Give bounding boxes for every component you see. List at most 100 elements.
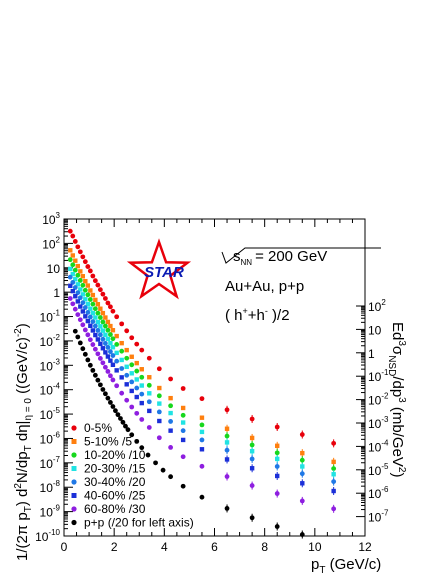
y-left-tick-label: 10-4 — [40, 382, 61, 398]
data-point — [168, 395, 173, 401]
x-tick-label: 10 — [308, 540, 322, 554]
y-left-tick-label-base: 10 — [40, 311, 54, 325]
data-point — [103, 350, 108, 355]
annotation-layer: sNN = 200 GeV Au+Au, p+p ( h++h- )/2 STAR — [126, 238, 381, 324]
data-point — [72, 328, 78, 334]
data-point — [114, 383, 120, 389]
data-point — [114, 368, 119, 373]
data-point — [105, 336, 111, 342]
y-left-tick-label: 103 — [42, 211, 60, 227]
data-point — [80, 282, 86, 288]
y-right-tick-label: 10-6 — [368, 485, 389, 501]
y-left-tick-label-exponent: -9 — [53, 504, 61, 513]
data-point — [78, 287, 83, 292]
data-point — [274, 464, 280, 469]
data-point — [249, 435, 255, 441]
y-right-tick-label-base: 10 — [368, 417, 382, 431]
data-point — [97, 287, 103, 293]
data-point — [119, 375, 124, 380]
y-axis-right-title-text: Ed3σNSD/dp3 (mb/GeV2) — [386, 322, 407, 477]
data-point — [100, 291, 106, 297]
data-point — [105, 395, 111, 401]
particles-label: ( h++h- )/2 — [225, 306, 290, 324]
y-right-title-part-c: (mb/GeV — [389, 403, 406, 467]
y-left-tick-label: 10-3 — [40, 357, 61, 373]
data-point — [100, 387, 106, 392]
data-point — [157, 418, 162, 424]
data-point — [103, 332, 108, 338]
data-point — [129, 371, 134, 376]
data-point — [105, 369, 111, 374]
data-point — [100, 336, 106, 342]
particles-minus-superscript: - — [265, 306, 268, 316]
data-point — [145, 452, 151, 458]
data-point — [134, 410, 140, 416]
data-point — [80, 254, 86, 260]
y-left-tick-label-base: 10 — [40, 408, 54, 422]
data-point — [249, 449, 255, 454]
series-layer — [67, 228, 337, 539]
data-point — [85, 283, 91, 288]
y-left-tick-label-exponent: -3 — [53, 357, 61, 366]
data-point — [72, 267, 78, 273]
y-right-tick-label-base: 10 — [368, 487, 382, 501]
y-axis-left: 10-1010-910-810-710-610-510-410-310-210-… — [35, 211, 73, 544]
x-tick-label: 0 — [61, 540, 68, 554]
y-left-tick-label-exponent: -1 — [53, 309, 61, 318]
data-point — [114, 342, 120, 347]
data-point — [100, 328, 106, 333]
y-right-tick-label: 10-5 — [368, 462, 389, 478]
data-point — [147, 375, 152, 380]
y-left-tick-label-exponent: -7 — [53, 455, 61, 464]
data-point — [73, 294, 78, 299]
energy-label: sNN = 200 GeV — [233, 248, 327, 267]
data-point — [180, 437, 186, 443]
y-right-tick-label: 10-4 — [368, 438, 389, 454]
data-point — [97, 315, 103, 320]
data-point — [85, 357, 91, 363]
data-point — [75, 282, 80, 287]
data-point — [224, 447, 230, 453]
y-left-tick-label-exponent: -4 — [53, 382, 61, 391]
data-point — [224, 506, 230, 511]
data-point — [77, 278, 83, 283]
y-right-tick-label: 102 — [368, 298, 386, 314]
x-axis-title-p: p — [311, 556, 319, 573]
y-left-title-part-f: ) — [14, 323, 31, 328]
y-left-tick-label-exponent: -6 — [53, 430, 61, 439]
data-point — [125, 427, 131, 433]
data-point — [98, 324, 103, 329]
y-left-tick-label-exponent: -5 — [53, 406, 61, 415]
data-point — [82, 259, 88, 265]
data-point — [105, 319, 111, 325]
data-point — [92, 306, 98, 312]
data-point — [249, 442, 255, 448]
data-point — [249, 416, 255, 422]
data-point — [331, 440, 337, 446]
y-left-tick-label: 10-10 — [35, 528, 60, 544]
data-point — [129, 404, 135, 410]
data-point — [88, 323, 93, 329]
legend-label: 40-60% /25 — [84, 489, 146, 503]
y-left-tick-label: 10-2 — [40, 333, 61, 349]
data-point — [110, 353, 116, 358]
data-point — [90, 367, 96, 373]
data-point — [102, 323, 108, 329]
series-2 — [67, 257, 337, 473]
data-point — [119, 357, 124, 363]
data-point — [77, 317, 83, 323]
star-shape — [126, 238, 192, 300]
data-point — [275, 443, 280, 449]
data-point — [124, 328, 130, 334]
data-point — [129, 362, 135, 368]
y-left-tick-label-exponent: -2 — [53, 333, 61, 342]
y-right-tick-label-base: 10 — [368, 300, 382, 314]
data-point — [108, 400, 113, 405]
data-point — [168, 376, 174, 382]
data-point — [70, 262, 76, 268]
data-point — [100, 346, 106, 351]
energy-value: = 200 GeV — [255, 248, 327, 265]
data-point — [115, 412, 121, 418]
y-right-tick-label: 10 — [368, 323, 382, 337]
data-point — [119, 390, 125, 396]
